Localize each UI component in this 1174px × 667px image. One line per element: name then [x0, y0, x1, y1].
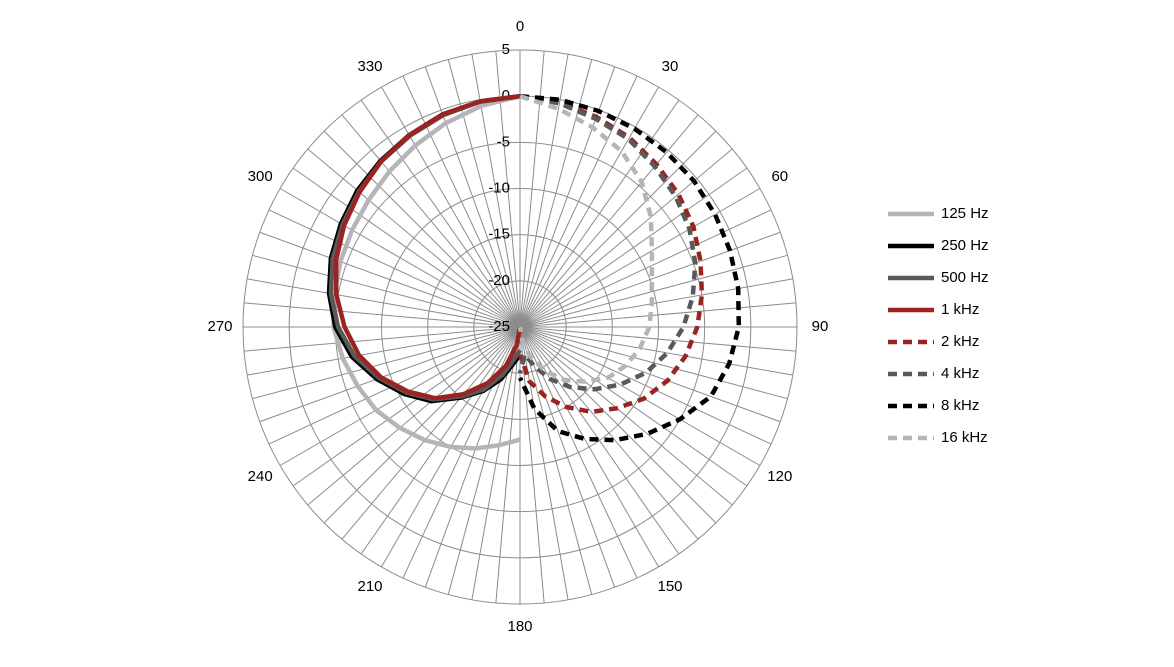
- legend-label: 250 Hz: [941, 237, 989, 254]
- ring: [381, 188, 659, 466]
- legend-label: 500 Hz: [941, 269, 989, 286]
- theta-tick-label: 0: [516, 18, 524, 35]
- theta-tick-label: 210: [357, 578, 382, 595]
- theta-tick-label: 120: [767, 468, 792, 485]
- r-tick-label: 0: [502, 87, 510, 104]
- theta-tick-label: 180: [507, 618, 532, 635]
- theta-tick-label: 30: [662, 58, 679, 75]
- theta-tick-label: 330: [357, 58, 382, 75]
- ring: [288, 95, 752, 559]
- theta-tick-label: 240: [248, 468, 273, 485]
- legend-label: 2 kHz: [941, 333, 979, 350]
- series-line: [517, 93, 698, 392]
- ring: [242, 49, 798, 605]
- legend-label: 1 kHz: [941, 301, 979, 318]
- series-line: [333, 93, 523, 401]
- legend-label: 16 kHz: [941, 429, 988, 446]
- theta-tick-label: 90: [812, 318, 829, 335]
- series-line: [517, 93, 705, 415]
- legend-label: 4 kHz: [941, 365, 979, 382]
- r-tick-label: -5: [497, 133, 510, 150]
- ring: [427, 234, 613, 420]
- r-tick-label: 5: [502, 41, 510, 58]
- theta-tick-label: 150: [657, 578, 682, 595]
- legend-label: 8 kHz: [941, 397, 979, 414]
- theta-tick-label: 60: [771, 168, 788, 185]
- legend-label: 125 Hz: [941, 205, 989, 222]
- r-tick-label: -20: [488, 272, 510, 289]
- theta-tick-label: 300: [248, 168, 273, 185]
- r-tick-label: -25: [488, 318, 510, 335]
- r-tick-label: -15: [488, 226, 510, 243]
- theta-tick-label: 270: [207, 318, 232, 335]
- series-line: [517, 93, 742, 443]
- r-tick-label: -10: [488, 179, 510, 196]
